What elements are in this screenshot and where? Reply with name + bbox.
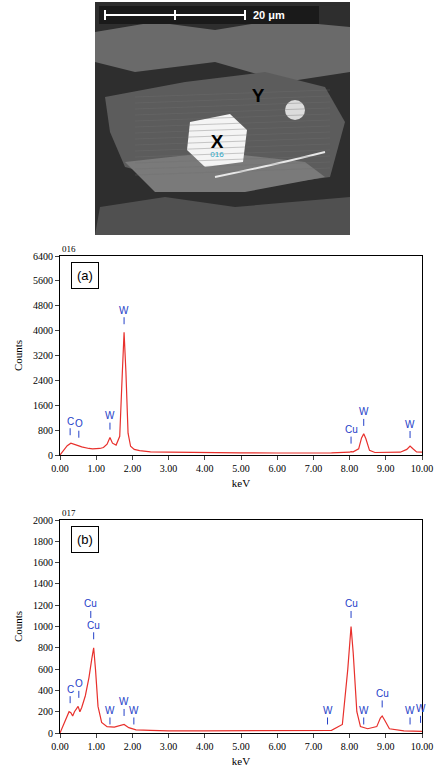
- svg-text:3.00: 3.00: [160, 741, 178, 752]
- svg-text:W: W: [405, 419, 415, 430]
- svg-text:800: 800: [38, 425, 53, 436]
- svg-text:8.00: 8.00: [341, 463, 359, 474]
- svg-text:3200: 3200: [33, 350, 53, 361]
- svg-text:O: O: [75, 678, 83, 689]
- svg-text:8.00: 8.00: [341, 741, 359, 752]
- svg-text:016: 016: [62, 244, 76, 254]
- svg-text:9.00: 9.00: [377, 463, 395, 474]
- svg-text:5.00: 5.00: [232, 463, 250, 474]
- svg-text:1600: 1600: [33, 400, 53, 411]
- svg-text:W: W: [323, 705, 333, 716]
- svg-text:Cu: Cu: [345, 598, 358, 609]
- svg-text:(b): (b): [77, 532, 93, 547]
- svg-text:4000: 4000: [33, 325, 53, 336]
- svg-text:1000: 1000: [33, 621, 53, 632]
- svg-text:W: W: [405, 705, 415, 716]
- svg-text:1800: 1800: [33, 536, 53, 547]
- svg-text:2.00: 2.00: [124, 463, 142, 474]
- svg-text:W: W: [119, 305, 129, 316]
- svg-text:keV: keV: [232, 755, 250, 767]
- svg-text:800: 800: [38, 642, 53, 653]
- svg-text:Y: Y: [252, 85, 265, 106]
- svg-text:keV: keV: [232, 477, 250, 489]
- svg-text:O: O: [75, 418, 83, 429]
- svg-text:20 μm: 20 μm: [253, 9, 285, 21]
- svg-text:W: W: [416, 703, 426, 714]
- svg-text:7.00: 7.00: [305, 463, 323, 474]
- svg-text:1.00: 1.00: [87, 463, 105, 474]
- svg-text:1400: 1400: [33, 578, 53, 589]
- svg-text:4.00: 4.00: [196, 741, 214, 752]
- svg-text:2000: 2000: [33, 515, 53, 526]
- svg-text:Cu: Cu: [376, 688, 389, 699]
- svg-text:2.00: 2.00: [124, 741, 142, 752]
- svg-text:10.00: 10.00: [411, 741, 434, 752]
- svg-text:6.00: 6.00: [268, 741, 286, 752]
- svg-text:W: W: [359, 406, 369, 417]
- svg-text:10.00: 10.00: [411, 463, 434, 474]
- svg-text:0.00: 0.00: [51, 463, 69, 474]
- svg-text:W: W: [105, 410, 115, 421]
- svg-text:7.00: 7.00: [305, 741, 323, 752]
- svg-text:2400: 2400: [33, 375, 53, 386]
- svg-text:4800: 4800: [33, 300, 53, 311]
- svg-text:W: W: [359, 705, 369, 716]
- svg-text:(a): (a): [77, 268, 93, 283]
- svg-text:3.00: 3.00: [160, 463, 178, 474]
- svg-text:1200: 1200: [33, 600, 53, 611]
- svg-text:6.00: 6.00: [268, 463, 286, 474]
- svg-text:C: C: [67, 416, 74, 427]
- svg-text:1600: 1600: [33, 557, 53, 568]
- svg-text:C: C: [67, 684, 74, 695]
- svg-text:400: 400: [38, 685, 53, 696]
- svg-text:X: X: [211, 131, 224, 152]
- svg-text:W: W: [119, 696, 129, 707]
- svg-text:4.00: 4.00: [196, 463, 214, 474]
- svg-text:017: 017: [62, 508, 76, 518]
- svg-text:0.00: 0.00: [51, 741, 69, 752]
- svg-text:Counts: Counts: [12, 611, 24, 642]
- svg-text:5.00: 5.00: [232, 741, 250, 752]
- svg-text:Counts: Counts: [12, 340, 24, 371]
- svg-text:0: 0: [48, 450, 53, 461]
- svg-text:6400: 6400: [33, 251, 53, 262]
- svg-text:9.00: 9.00: [377, 741, 395, 752]
- svg-text:5600: 5600: [33, 275, 53, 286]
- svg-text:0: 0: [48, 728, 53, 739]
- svg-text:Cu: Cu: [87, 620, 100, 631]
- svg-text:Cu: Cu: [345, 424, 358, 435]
- svg-text:Cu: Cu: [84, 598, 97, 609]
- svg-text:600: 600: [38, 664, 53, 675]
- svg-text:1.00: 1.00: [87, 741, 105, 752]
- svg-text:016: 016: [210, 150, 224, 159]
- svg-text:200: 200: [38, 706, 53, 717]
- svg-text:W: W: [129, 705, 139, 716]
- svg-text:W: W: [105, 705, 115, 716]
